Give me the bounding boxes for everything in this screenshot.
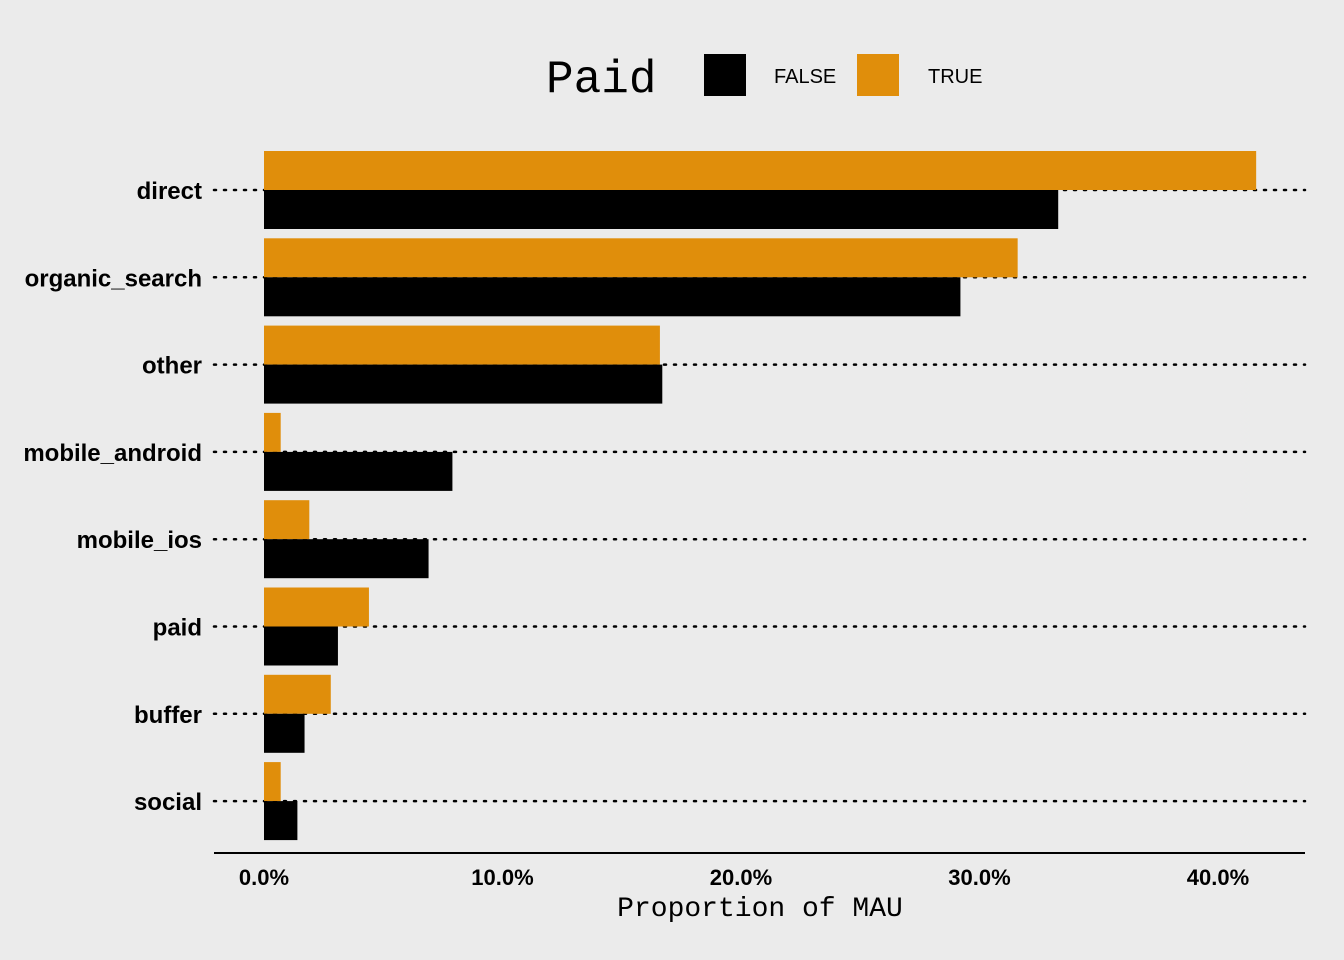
x-tick-label: 20.0% [710, 865, 772, 890]
legend-swatch-false [704, 54, 746, 96]
bar-mobile_ios-true [264, 500, 310, 540]
category-label-mobile_android: mobile_android [23, 440, 202, 467]
category-label-buffer: buffer [134, 702, 202, 729]
bar-direct-true [264, 151, 1257, 190]
x-tick-labels: 0.0% 10.0% 20.0% 30.0% 40.0% [239, 865, 1249, 890]
x-tick-label: 10.0% [471, 865, 533, 890]
bar-buffer-true [264, 674, 331, 714]
x-tick-label: 40.0% [1187, 865, 1249, 890]
bar-organic_search-true [264, 238, 1018, 278]
x-axis-title: Proportion of MAU [617, 894, 903, 925]
category-label-direct: direct [137, 178, 202, 205]
category-label-paid: paid [153, 615, 202, 642]
bar-mobile_android-true [264, 412, 281, 452]
category-label-other: other [142, 353, 202, 380]
category-label-mobile_ios: mobile_ios [77, 527, 202, 554]
bar-paid-true [264, 587, 369, 627]
bar-direct-false [264, 190, 1059, 229]
bar-mobile_android-false [264, 451, 453, 491]
x-tick-label: 0.0% [239, 865, 289, 890]
bar-other-false [264, 364, 663, 404]
bars-layer [264, 151, 1257, 841]
legend-title: Paid [546, 54, 656, 106]
bar-buffer-false [264, 713, 305, 753]
bar-mobile_ios-false [264, 539, 429, 579]
x-tick-label: 30.0% [948, 865, 1010, 890]
bar-social-true [264, 762, 281, 802]
bar-organic_search-false [264, 277, 961, 317]
legend-label-true: TRUE [928, 66, 982, 88]
legend-swatch-true [857, 54, 899, 96]
legend-label-false: FALSE [774, 66, 836, 88]
legend: Paid FALSE TRUE [546, 54, 982, 106]
bar-other-true [264, 325, 660, 365]
bar-paid-false [264, 626, 338, 666]
category-label-organic_search: organic_search [25, 265, 202, 292]
category-label-social: social [134, 789, 202, 816]
bar-social-false [264, 801, 298, 841]
